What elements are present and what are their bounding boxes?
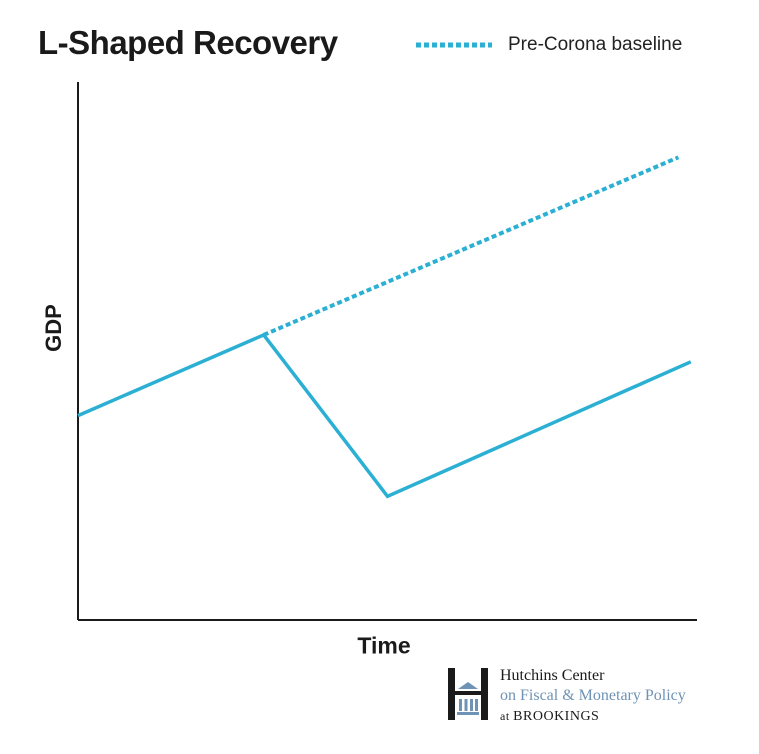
- chart-title: L-Shaped Recovery: [38, 24, 338, 61]
- brookings-branding: Hutchins Center on Fiscal & Monetary Pol…: [446, 666, 686, 727]
- hutchins-logo-icon: [448, 668, 488, 720]
- series-line-gdp: [77, 332, 692, 499]
- branding-line-center: Hutchins Center: [500, 667, 605, 684]
- series-line-baseline: [262, 155, 680, 337]
- branding-line-brookings: at BROOKINGS: [500, 706, 686, 727]
- branding-line-policy: on Fiscal & Monetary Policy: [500, 687, 686, 704]
- x-axis-label: Time: [357, 632, 411, 659]
- legend: Pre-Corona baseline: [414, 34, 682, 56]
- legend-label: Pre-Corona baseline: [508, 34, 683, 55]
- branding-brookings-name: BROOKINGS: [513, 709, 600, 724]
- series-layer: [77, 155, 692, 499]
- y-axis-label: GDP: [41, 304, 66, 352]
- branding-at: at: [500, 709, 514, 723]
- branding-text: Hutchins Center on Fiscal & Monetary Pol…: [500, 666, 686, 727]
- legend-swatch-dotted: [416, 42, 492, 48]
